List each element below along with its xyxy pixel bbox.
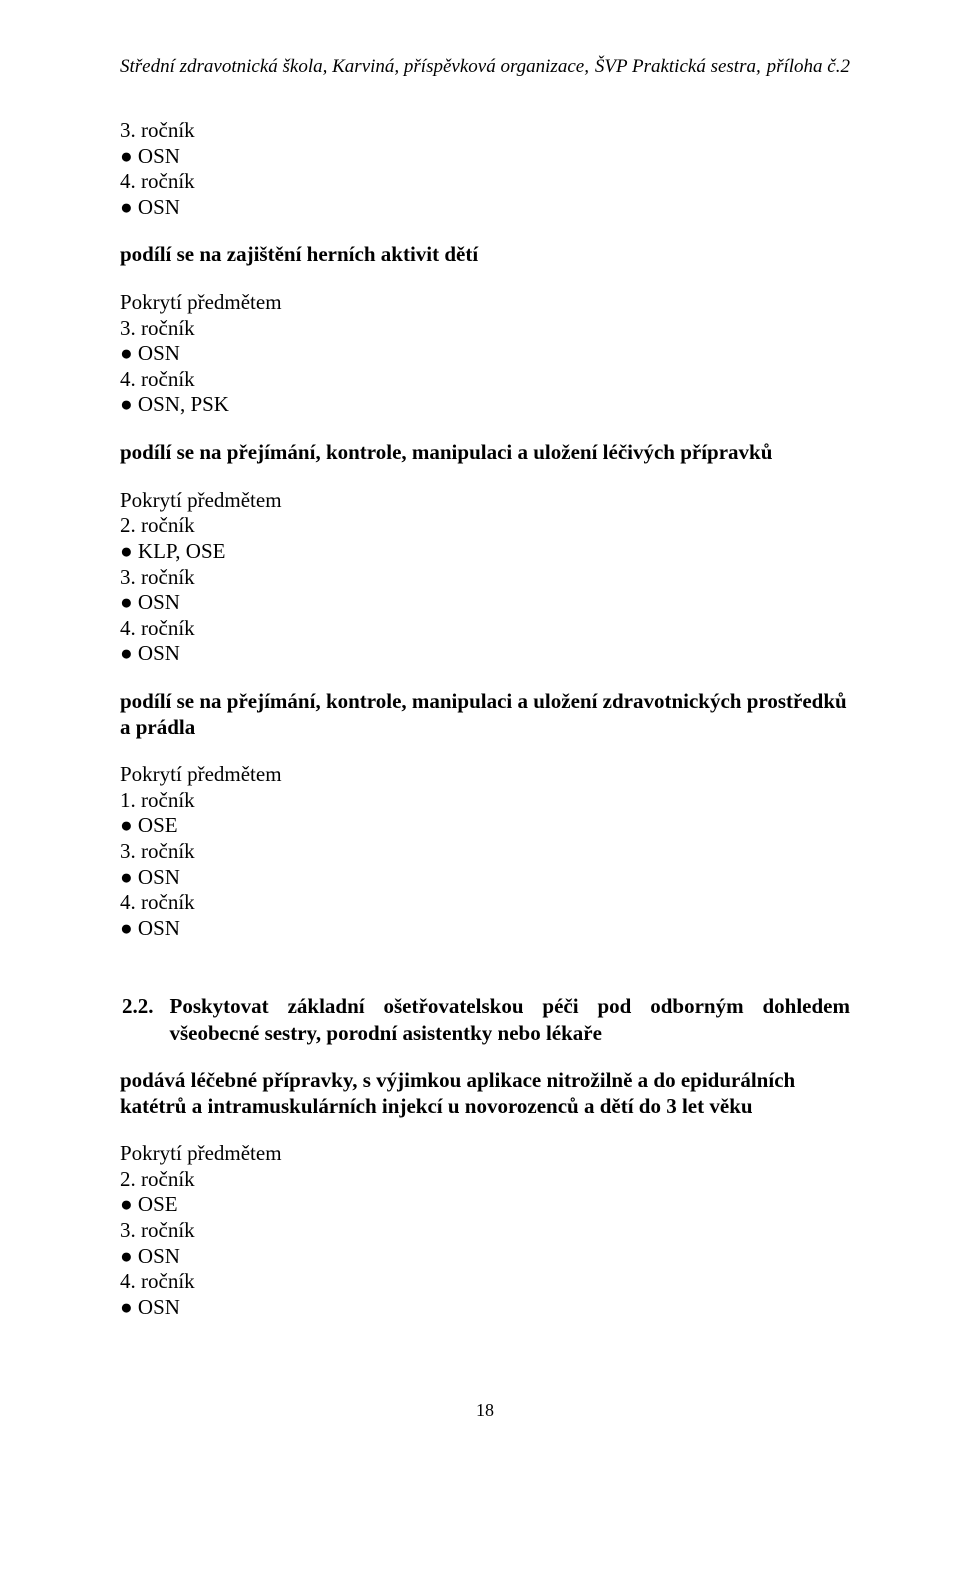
line: 4. ročník [120, 367, 850, 393]
line: ● OSN [120, 341, 850, 367]
line: 3. ročník [120, 565, 850, 591]
paragraph-title: podílí se na přejímání, kontrole, manipu… [120, 689, 850, 740]
line: 3. ročník [120, 316, 850, 342]
section-number: 2.2. [120, 993, 154, 1019]
line: ● OSN [120, 641, 850, 667]
line: ● OSN [120, 1244, 850, 1270]
line: 4. ročník [120, 616, 850, 642]
line: ● OSN [120, 865, 850, 891]
line: ● OSN [120, 144, 850, 170]
line: 3. ročník [120, 839, 850, 865]
document-body: 3. ročník ● OSN 4. ročník ● OSN podílí s… [120, 118, 850, 1320]
line: 1. ročník [120, 788, 850, 814]
paragraph-title: podává léčebné přípravky, s výjimkou apl… [120, 1068, 850, 1119]
line: ● OSE [120, 1192, 850, 1218]
header-right: příloha č.2 [767, 56, 850, 78]
line: 3. ročník [120, 118, 850, 144]
line: 3. ročník [120, 1218, 850, 1244]
paragraph-title: podílí se na přejímání, kontrole, manipu… [120, 440, 850, 466]
line: Pokrytí předmětem [120, 488, 850, 514]
section-title-text: Poskytovat základní ošetřovatelskou péči… [164, 993, 851, 1046]
paragraph-title: podílí se na zajištění herních aktivit d… [120, 242, 850, 268]
line: Pokrytí předmětem [120, 1141, 850, 1167]
line: Pokrytí předmětem [120, 762, 850, 788]
line: 2. ročník [120, 513, 850, 539]
line: ● OSN [120, 590, 850, 616]
line: 4. ročník [120, 890, 850, 916]
line: 2. ročník [120, 1167, 850, 1193]
line: 4. ročník [120, 169, 850, 195]
line: ● OSN [120, 1295, 850, 1321]
header-left: Střední zdravotnická škola, Karviná, pří… [120, 56, 589, 78]
page-header: Střední zdravotnická škola, Karviná, pří… [120, 56, 850, 78]
header-center: ŠVP Praktická sestra, [595, 56, 761, 78]
line: 4. ročník [120, 1269, 850, 1295]
line: ● OSN, PSK [120, 392, 850, 418]
line: ● OSN [120, 195, 850, 221]
page-number: 18 [120, 1400, 850, 1421]
line: Pokrytí předmětem [120, 290, 850, 316]
section-heading: 2.2. Poskytovat základní ošetřovatelskou… [120, 993, 850, 1046]
line: ● KLP, OSE [120, 539, 850, 565]
line: ● OSN [120, 916, 850, 942]
line: ● OSE [120, 813, 850, 839]
